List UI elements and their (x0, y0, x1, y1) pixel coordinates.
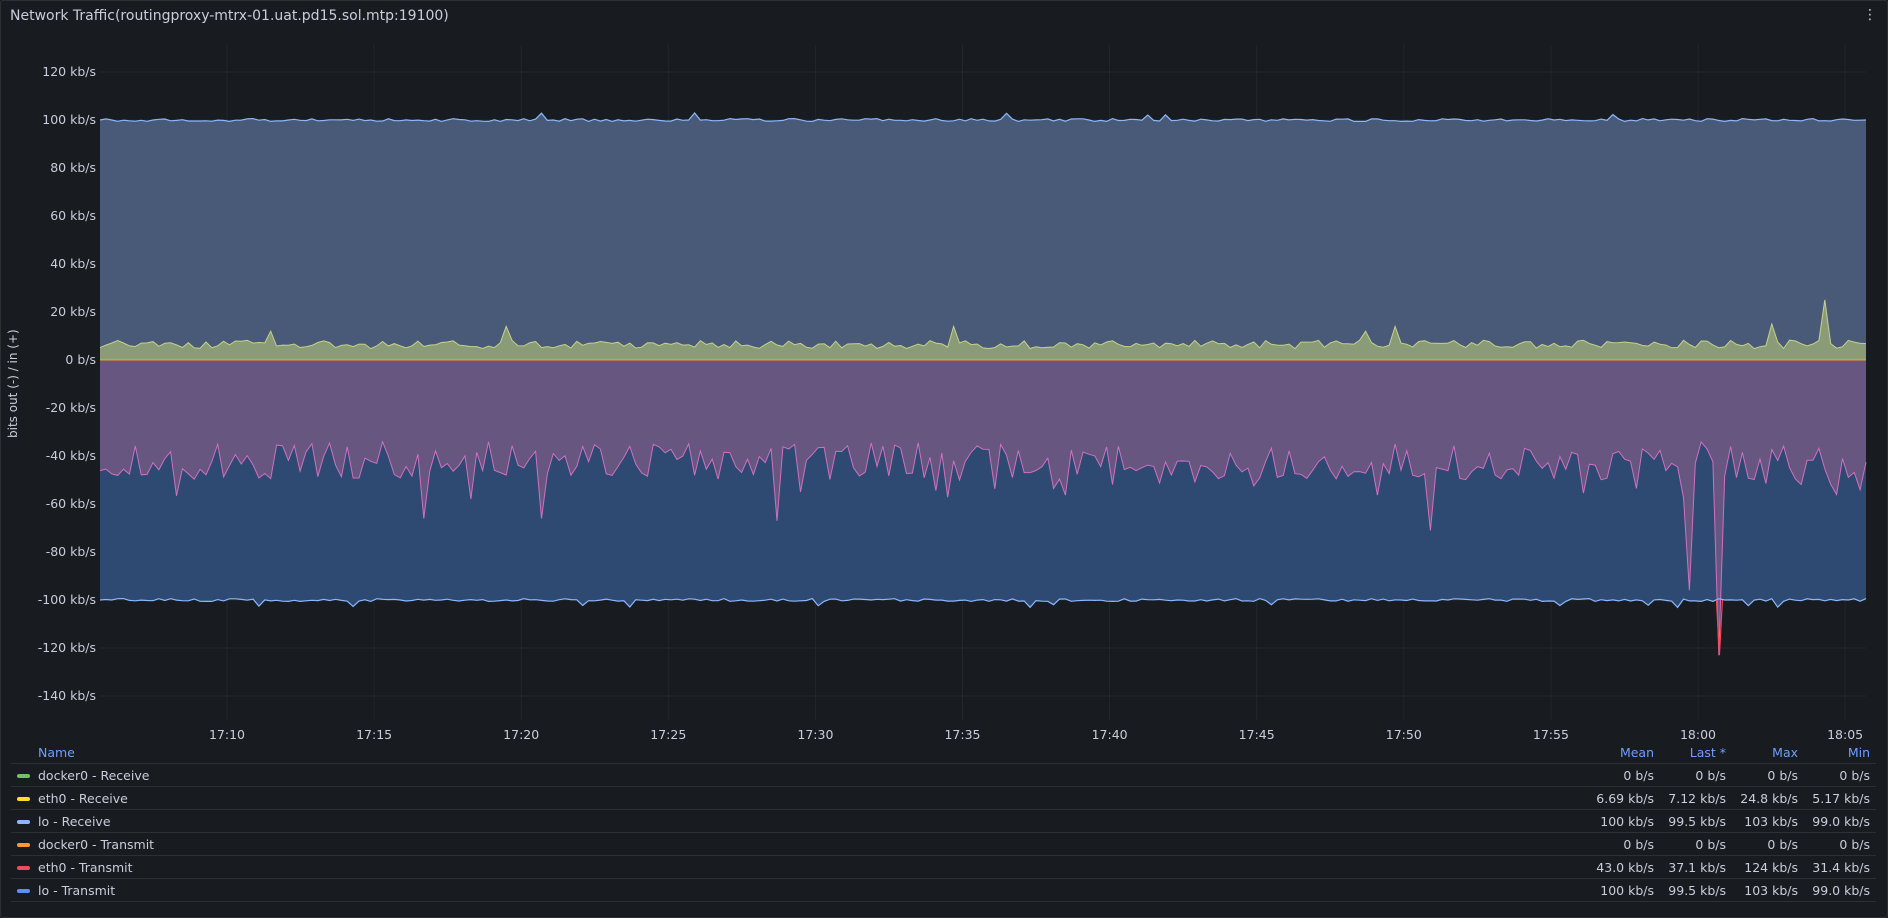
y-tick-label: 0 b/s (65, 352, 96, 367)
lo-transmit-line (99, 597, 1867, 609)
legend-min-value: 31.4 kb/s (1804, 855, 1876, 879)
y-tick-label: 40 kb/s (50, 256, 96, 271)
y-tick-label: 80 kb/s (50, 160, 96, 175)
y-tick-label: -140 kb/s (38, 688, 96, 703)
legend-min-value: 0 b/s (1804, 832, 1876, 856)
panel-title: Network Traffic(routingproxy-mtrx-01.uat… (10, 8, 449, 24)
legend-series-name: lo - Transmit (11, 878, 1568, 902)
legend-series-label[interactable]: docker0 - Receive (38, 767, 150, 783)
lo-receive-area (100, 113, 1866, 360)
legend-min-value: 99.0 kb/s (1804, 809, 1876, 833)
y-tick-label: -120 kb/s (38, 640, 96, 655)
legend-row[interactable]: eth0 - Receive 6.69 kb/s 7.12 kb/s 24.8 kb/… (11, 786, 1876, 810)
y-axis-title: bits out (-) / in (+) (6, 329, 20, 438)
legend-header-min[interactable]: Min (1804, 741, 1876, 764)
y-tick-label: 100 kb/s (42, 112, 96, 127)
legend-row[interactable]: docker0 - Receive 0 b/s 0 b/s 0 b/s 0 b/s (11, 763, 1876, 787)
legend-last-value: 7.12 kb/s (1660, 786, 1732, 810)
y-tick-label: -20 kb/s (46, 400, 96, 415)
legend-mean-value: 0 b/s (1568, 832, 1660, 856)
legend-row[interactable]: lo - Receive 100 kb/s 99.5 kb/s 103 kb/s 99.… (11, 809, 1876, 833)
legend-series-name: lo - Receive (11, 809, 1568, 833)
legend-mean-value: 43.0 kb/s (1568, 855, 1660, 879)
legend-min-value: 99.0 kb/s (1804, 878, 1876, 902)
legend-header-max[interactable]: Max (1732, 741, 1804, 764)
legend-last-value: 0 b/s (1660, 832, 1732, 856)
x-tick-label: 17:50 (1386, 727, 1422, 740)
legend-last-value: 37.1 kb/s (1660, 855, 1732, 879)
y-tick-label: -100 kb/s (38, 592, 96, 607)
legend-series-name: eth0 - Transmit (11, 855, 1568, 879)
series-color-swatch (17, 866, 30, 870)
legend-min-value: 0 b/s (1804, 763, 1876, 787)
legend-series-name: eth0 - Receive (11, 786, 1568, 810)
x-tick-label: 17:20 (503, 727, 539, 740)
x-tick-label: 17:40 (1092, 727, 1128, 740)
legend-max-value: 124 kb/s (1732, 855, 1804, 879)
legend-mean-value: 100 kb/s (1568, 809, 1660, 833)
legend-series-label[interactable]: eth0 - Receive (38, 790, 128, 806)
y-tick-label: 20 kb/s (50, 304, 96, 319)
y-tick-label: -60 kb/s (46, 496, 96, 511)
legend-series-name: docker0 - Transmit (11, 832, 1568, 856)
legend-series-label[interactable]: lo - Receive (38, 813, 111, 829)
time-series-chart[interactable]: 17:10 17:15 17:20 17:25 17:30 17:35 17:40 17:45… (0, 0, 1888, 740)
legend-series-label[interactable]: docker0 - Transmit (38, 836, 155, 852)
legend-header-last[interactable]: Last * (1660, 741, 1732, 764)
legend-last-value: 0 b/s (1660, 763, 1732, 787)
series-color-swatch (17, 820, 30, 824)
series-color-swatch (17, 889, 30, 893)
y-tick-label: -80 kb/s (46, 544, 96, 559)
y-tick-label: -40 kb/s (46, 448, 96, 463)
x-tick-label: 17:10 (209, 727, 245, 740)
legend-header-mean[interactable]: Mean (1568, 741, 1660, 764)
legend-mean-value: 6.69 kb/s (1568, 786, 1660, 810)
legend-max-value: 103 kb/s (1732, 809, 1804, 833)
eth0-transmit-line (99, 440, 1867, 656)
x-tick-label: 17:55 (1533, 727, 1569, 740)
eth0-receive-area (100, 300, 1866, 360)
legend-last-value: 99.5 kb/s (1660, 809, 1732, 833)
series-color-swatch (17, 843, 30, 847)
eth0-receive-line (99, 299, 1867, 350)
legend-row[interactable]: lo - Transmit 100 kb/s 99.5 kb/s 103 kb/s 99… (11, 878, 1876, 902)
legend-header-name[interactable]: Name (11, 741, 1568, 764)
legend-mean-value: 0 b/s (1568, 763, 1660, 787)
legend-series-name: docker0 - Receive (11, 763, 1568, 787)
y-tick-label: 60 kb/s (50, 208, 96, 223)
legend-header-row: Name Mean Last * Max Min (11, 741, 1876, 764)
x-tick-label: 17:15 (356, 727, 392, 740)
legend-row[interactable]: eth0 - Transmit 43.0 kb/s 37.1 kb/s 124 kb/… (11, 855, 1876, 879)
series-color-swatch (17, 797, 30, 801)
legend-max-value: 103 kb/s (1732, 878, 1804, 902)
legend-row[interactable]: docker0 - Transmit 0 b/s 0 b/s 0 b/s 0 b/s (11, 832, 1876, 856)
eth0-transmit-spike (1715, 599, 1724, 656)
eth0-transmit-area (100, 360, 1866, 656)
lo-receive-line (99, 112, 1867, 123)
panel-menu-icon[interactable]: ⋮ (1863, 7, 1877, 23)
legend-series-label[interactable]: eth0 - Transmit (38, 859, 133, 875)
series-color-swatch (17, 774, 30, 778)
x-tick-label: 17:35 (944, 727, 980, 740)
x-tick-label: 17:45 (1239, 727, 1275, 740)
x-tick-label: 18:05 (1827, 727, 1863, 740)
legend-max-value: 24.8 kb/s (1732, 786, 1804, 810)
legend-table: Name Mean Last * Max Min docker0 - Recei… (11, 741, 1876, 902)
legend-last-value: 99.5 kb/s (1660, 878, 1732, 902)
legend-max-value: 0 b/s (1732, 763, 1804, 787)
legend-series-label[interactable]: lo - Transmit (38, 882, 116, 898)
legend-min-value: 5.17 kb/s (1804, 786, 1876, 810)
y-tick-label: 120 kb/s (42, 64, 96, 79)
legend-max-value: 0 b/s (1732, 832, 1804, 856)
x-tick-label: 17:30 (797, 727, 833, 740)
x-tick-label: 18:00 (1680, 727, 1716, 740)
x-tick-label: 17:25 (650, 727, 686, 740)
legend-mean-value: 100 kb/s (1568, 878, 1660, 902)
